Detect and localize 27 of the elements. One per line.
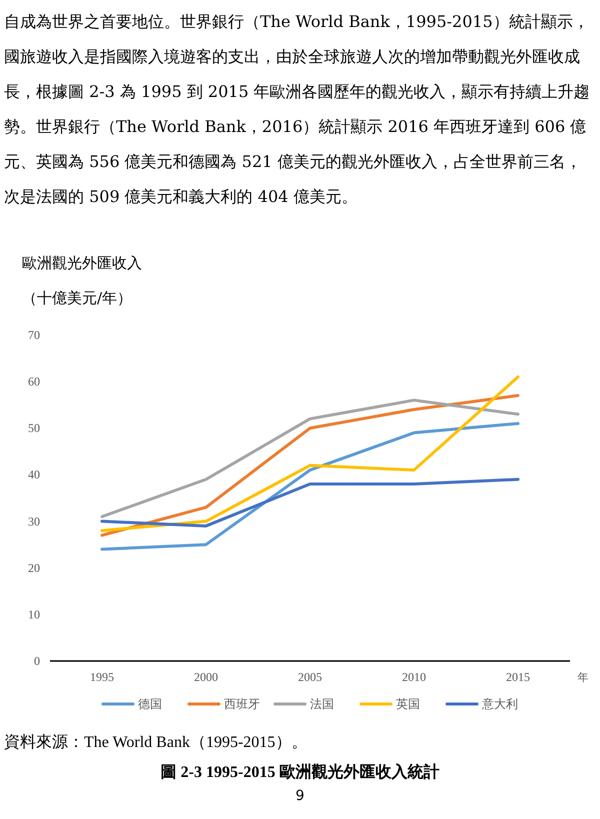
x-tick-label: 2010 (402, 670, 426, 684)
x-axis-title: 年 (578, 671, 588, 684)
text: 圖 2-3 1995-2015 歐洲觀光外匯收入統計 (160, 762, 440, 783)
legend-label: 英国 (396, 697, 420, 711)
x-tick-label: 2000 (194, 670, 218, 684)
y-tick-label: 50 (28, 421, 40, 436)
line-series (100, 422, 520, 551)
x-tick-label: 1995 (90, 670, 114, 684)
y-tick-label: 60 (28, 374, 40, 389)
y-axis-title: 歐洲觀光外匯收入（十億美元/年） (22, 253, 143, 309)
y-tick-label: 40 (28, 468, 40, 482)
x-tick-label: 2005 (298, 670, 322, 684)
legend-label: 德国 (138, 697, 162, 711)
y-tick-label: 20 (28, 560, 40, 575)
line-series (100, 398, 520, 518)
y-tick-label: 0 (34, 654, 40, 668)
text: 9 (294, 788, 306, 804)
legend-label: 西班牙 (224, 697, 260, 711)
y-tick-label: 70 (28, 328, 40, 342)
legend-label: 法国 (310, 697, 334, 711)
legend-label: 意大利 (481, 697, 518, 711)
x-tick-label: 2015 (506, 670, 530, 684)
line-series (100, 478, 520, 528)
source-note: 資料來源：The World Bank（1995-2015）。 (4, 732, 308, 753)
y-tick-label: 30 (28, 514, 40, 528)
text: 自成為世界之首要地位。世界銀行（The World Bank，1995-2015）統計顯示，國旅遊收入是指國際入境遊客的支出，由於全球旅遊人次的增加帶動觀光外匯收成長，根據圖 2-3 為 1995 到 2015 年歐洲各國歷年的觀光收入，顯示有持續上升趨勢。世界銀行（The World Bank，2016）統計顯示 2016 年西班牙達到 606 億元、英國為 556 億美元和德國為 521 億美元的觀光外匯收入，占全世界前三名，次是法國的 509 億美元和義大利的 404 億美元。 (4, 11, 591, 208)
y-tick-label: 10 (28, 607, 40, 622)
